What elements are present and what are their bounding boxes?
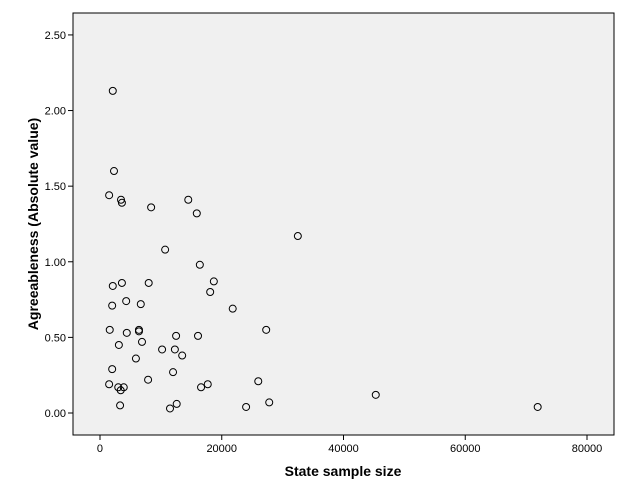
point [169,368,178,377]
point [228,304,237,313]
point [122,328,131,337]
point [122,297,131,306]
point [105,325,114,334]
point [293,232,302,241]
point [178,351,187,360]
point [172,331,181,340]
point [203,380,212,389]
x-tick-label: 20000 [206,443,237,455]
point [144,278,153,287]
y-tick-label: 1.00 [45,257,66,269]
point [134,327,143,336]
point [108,281,117,290]
point [170,345,179,354]
point [262,325,271,334]
x-tick-label: 0 [97,443,103,455]
point [158,345,167,354]
point [254,377,263,386]
point [184,195,193,204]
y-tick-label: 2.00 [45,106,66,118]
point [108,86,117,95]
point [116,401,125,410]
x-tick-label: 80000 [572,443,603,455]
point [371,390,380,399]
point [105,191,114,200]
point [117,198,126,207]
x-axis-title: State sample size [285,463,402,479]
point [136,300,145,309]
point [166,404,175,413]
point [114,340,123,349]
y-tick-label: 0.50 [45,332,66,344]
y-tick-label: 1.50 [45,181,66,193]
point [116,386,125,395]
point [194,331,203,340]
plot-area [72,12,615,436]
y-tick-label: 2.50 [45,30,66,42]
point [147,203,156,212]
point [206,288,215,297]
point [192,209,201,218]
point [138,337,147,346]
point [144,375,153,384]
x-tick-label: 60000 [450,443,481,455]
point [108,365,117,374]
point [197,383,206,392]
point [109,167,118,176]
point [242,402,251,411]
point [108,301,117,310]
point [161,245,170,254]
point [195,260,204,269]
point [105,380,114,389]
point [533,402,542,411]
y-tick-label: 0.00 [45,408,66,420]
y-axis-title: Agreeableness (Absolute value) [25,118,41,330]
x-tick-label: 40000 [328,443,359,455]
point [265,398,274,407]
point [172,399,181,408]
point [131,354,140,363]
point [209,277,218,286]
point [117,278,126,287]
